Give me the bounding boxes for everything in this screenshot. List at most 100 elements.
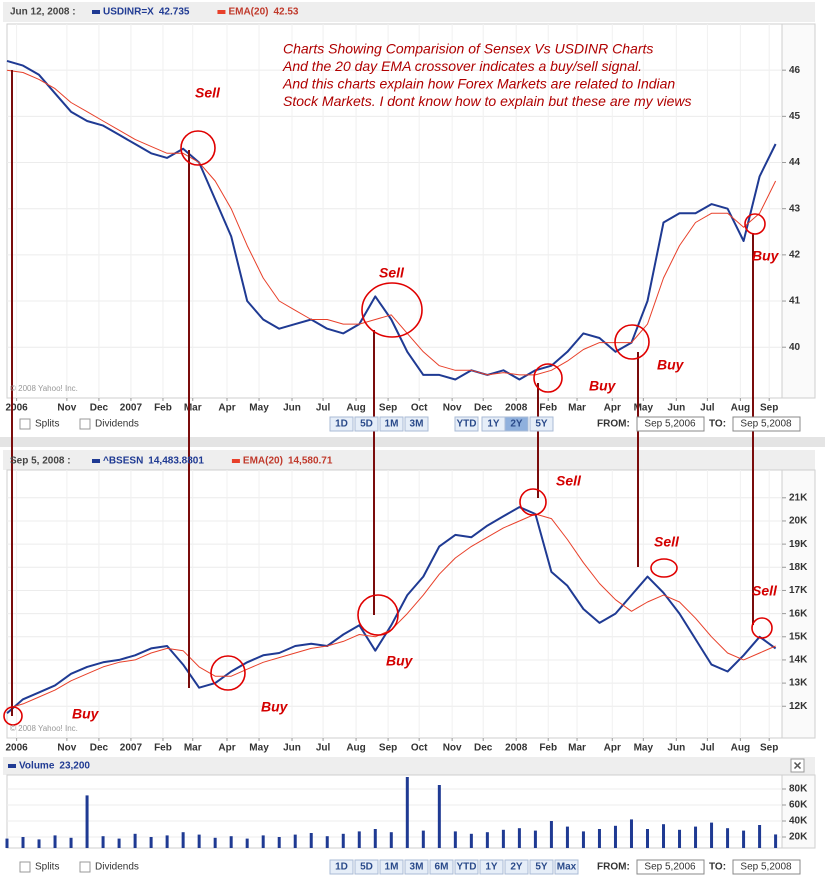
checkbox-box[interactable] <box>19 418 31 430</box>
input-value[interactable]: Sep 5,2006 <box>644 862 696 873</box>
close-button[interactable] <box>790 758 805 773</box>
button-box[interactable] <box>404 859 429 875</box>
button-label[interactable]: 1Y <box>485 862 498 873</box>
range-button[interactable]: 2Y <box>504 859 529 875</box>
x-tick-label: Nov <box>57 403 76 414</box>
checkbox[interactable]: Splits <box>19 861 59 873</box>
button-box[interactable] <box>379 859 404 875</box>
button-label[interactable]: 1Y <box>487 419 500 430</box>
button-box[interactable] <box>479 859 504 875</box>
date-input[interactable]: Sep 5,2006 <box>636 859 705 875</box>
input-box[interactable] <box>636 859 705 875</box>
button-label[interactable]: 2Y <box>510 419 523 430</box>
button-label[interactable]: 1D <box>335 862 348 873</box>
input-value[interactable]: Sep 5,2008 <box>740 862 792 873</box>
input-box[interactable] <box>732 416 801 432</box>
range-button[interactable]: 5D <box>354 859 379 875</box>
date-input[interactable]: Sep 5,2008 <box>732 859 801 875</box>
checkbox[interactable]: Dividends <box>79 418 139 430</box>
range-button[interactable]: YTD <box>454 859 479 875</box>
button-box[interactable] <box>404 416 429 432</box>
input-value[interactable]: Sep 5,2006 <box>644 419 696 430</box>
input-box[interactable] <box>732 859 801 875</box>
button-label[interactable]: YTD <box>457 862 477 873</box>
checkbox[interactable]: Splits <box>19 418 59 430</box>
y-tick-label: 14K <box>789 655 808 666</box>
button-label[interactable]: 6M <box>435 862 449 873</box>
button-label[interactable]: YTD <box>457 419 477 430</box>
checkbox-label[interactable]: Splits <box>35 419 59 430</box>
button-label[interactable]: 3M <box>410 862 424 873</box>
x-tick-label: Sep <box>760 743 778 754</box>
range-button[interactable]: 3M <box>404 859 429 875</box>
range-button[interactable]: 5D <box>354 416 379 432</box>
range-button[interactable]: 1D <box>329 859 354 875</box>
button-label[interactable]: 1M <box>385 862 399 873</box>
legend-name: EMA(20) <box>228 7 268 18</box>
date-input[interactable]: Sep 5,2006 <box>636 416 705 432</box>
button-box[interactable] <box>329 859 354 875</box>
x-tick-label: Jun <box>283 403 301 414</box>
close-icon[interactable] <box>793 761 802 770</box>
checkbox-label[interactable]: Dividends <box>95 862 139 873</box>
range-button[interactable]: 2Y <box>504 416 529 432</box>
button-label[interactable]: 1M <box>385 419 399 430</box>
signal-circle <box>357 594 399 636</box>
signal-label: Buy <box>752 248 780 264</box>
button-label[interactable]: 2Y <box>510 862 523 873</box>
button-label[interactable]: 1D <box>335 419 348 430</box>
checkbox-box[interactable] <box>79 861 91 873</box>
button-box[interactable] <box>504 416 529 432</box>
button-box[interactable] <box>554 859 579 875</box>
x-tick-label: Sep <box>760 403 778 414</box>
button-label[interactable]: 5D <box>360 862 373 873</box>
button-box[interactable] <box>329 416 354 432</box>
signal-circle <box>744 213 766 235</box>
range-button[interactable]: 1M <box>379 859 404 875</box>
volume-bar <box>389 832 393 848</box>
range-button[interactable]: YTD <box>454 416 479 432</box>
button-box[interactable] <box>454 416 479 432</box>
x-tick-label: Sep <box>379 403 397 414</box>
checkbox-label[interactable]: Splits <box>35 862 59 873</box>
y-tick-label: 42 <box>789 250 801 261</box>
button-box[interactable] <box>354 416 379 432</box>
button-box[interactable] <box>379 416 404 432</box>
volume-bar <box>597 829 601 848</box>
range-button[interactable]: 5Y <box>529 416 554 432</box>
range-button[interactable]: 5Y <box>529 859 554 875</box>
range-button[interactable]: Max <box>554 859 579 875</box>
range-button[interactable]: 1M <box>379 416 404 432</box>
range-button[interactable]: 6M <box>429 859 454 875</box>
legend-marker <box>231 459 240 463</box>
input-value[interactable]: Sep 5,2008 <box>740 419 792 430</box>
volume-bar <box>37 839 41 848</box>
button-box[interactable] <box>529 859 554 875</box>
volume-bar <box>293 834 297 848</box>
button-box[interactable] <box>529 416 554 432</box>
header-date: Sep 5, 2008 : <box>10 456 71 467</box>
button-box[interactable] <box>454 859 479 875</box>
button-box[interactable] <box>354 859 379 875</box>
button-box[interactable] <box>429 859 454 875</box>
button-label[interactable]: 3M <box>410 419 424 430</box>
date-input[interactable]: Sep 5,2008 <box>732 416 801 432</box>
x-tick-label: Apr <box>218 743 235 754</box>
checkbox[interactable]: Dividends <box>79 861 139 873</box>
chart-panel: 40 41 42 43 44 45 46 2006 Nov Dec 2007 Feb Mar Apr May… <box>5 23 816 414</box>
axis-area <box>781 774 816 849</box>
range-button[interactable]: 1D <box>329 416 354 432</box>
checkbox-box[interactable] <box>79 418 91 430</box>
input-box[interactable] <box>636 416 705 432</box>
button-label[interactable]: 5D <box>360 419 373 430</box>
checkbox-label[interactable]: Dividends <box>95 419 139 430</box>
range-button[interactable]: 3M <box>404 416 429 432</box>
button-label[interactable]: 5Y <box>535 862 548 873</box>
checkbox-box[interactable] <box>19 861 31 873</box>
range-button[interactable]: 1Y <box>481 416 506 432</box>
range-button[interactable]: 1Y <box>479 859 504 875</box>
button-label[interactable]: 5Y <box>535 419 548 430</box>
button-label[interactable]: Max <box>557 862 577 873</box>
volume-bar <box>710 822 714 848</box>
button-box[interactable] <box>504 859 529 875</box>
